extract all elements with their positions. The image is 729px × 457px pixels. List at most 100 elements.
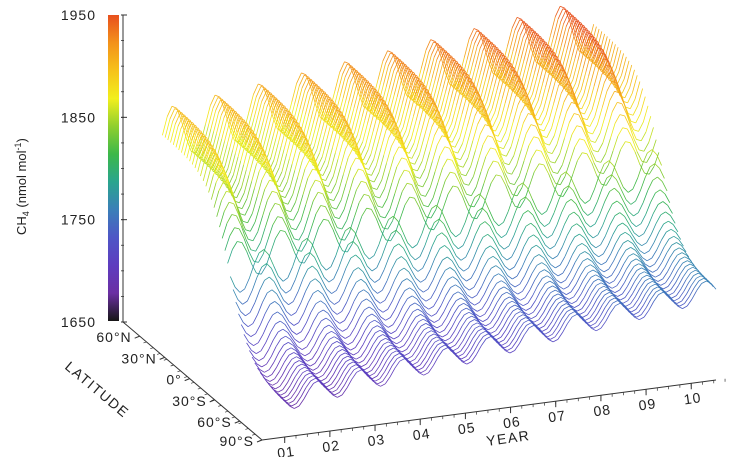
surface-line xyxy=(283,313,290,322)
surface-line xyxy=(416,233,423,245)
surface-line xyxy=(465,166,472,176)
surface-line xyxy=(338,209,345,219)
surface-line xyxy=(465,335,471,345)
surface-line xyxy=(586,322,592,329)
surface-line xyxy=(270,323,276,333)
surface-line xyxy=(533,319,539,323)
surface-line xyxy=(512,275,518,280)
surface-line xyxy=(565,15,572,27)
surface-line xyxy=(369,179,375,183)
surface-line xyxy=(470,307,476,315)
surface-line xyxy=(518,322,525,330)
surface-line xyxy=(599,273,605,281)
surface-line xyxy=(339,114,345,117)
surface-line xyxy=(477,308,483,312)
surface-line xyxy=(559,138,565,155)
surface-line xyxy=(293,393,299,402)
surface-line xyxy=(284,399,290,407)
surface-line xyxy=(588,57,594,77)
surface-line xyxy=(337,334,344,342)
surface-line xyxy=(425,91,431,95)
surface-line xyxy=(590,223,596,228)
surface-line xyxy=(636,139,642,142)
latitude-tick-label: 30°N xyxy=(121,350,156,366)
surface-line xyxy=(637,88,643,106)
surface-line xyxy=(303,74,310,78)
surface-line xyxy=(194,145,200,159)
surface-line xyxy=(286,311,292,316)
surface-line xyxy=(678,276,684,286)
surface-line xyxy=(526,322,532,326)
surface-line xyxy=(351,189,357,206)
surface-line xyxy=(580,317,587,324)
surface-line xyxy=(622,222,628,227)
surface-line xyxy=(391,166,398,183)
surface-line xyxy=(393,128,399,131)
surface-line xyxy=(421,332,427,341)
surface-line xyxy=(393,347,399,351)
surface-line xyxy=(336,199,342,210)
surface-line xyxy=(528,311,534,316)
surface-line xyxy=(297,241,303,253)
surface-line xyxy=(587,39,594,50)
surface-line xyxy=(645,115,652,133)
surface-line xyxy=(570,176,576,188)
surface-line xyxy=(549,280,555,285)
surface-line xyxy=(307,168,313,179)
surface-line xyxy=(304,252,310,257)
surface-line xyxy=(367,105,373,124)
surface-line xyxy=(564,161,571,177)
surface-line xyxy=(336,341,342,345)
surface-line xyxy=(562,149,568,165)
surface-line xyxy=(467,325,473,333)
surface-line xyxy=(650,223,657,235)
surface-line xyxy=(400,105,406,125)
surface-line xyxy=(377,205,383,208)
surface-line xyxy=(548,173,554,187)
surface-line xyxy=(260,313,266,325)
surface-line xyxy=(359,243,365,255)
latitude-minor-tick xyxy=(245,428,249,430)
surface-line xyxy=(308,320,315,332)
surface-line xyxy=(333,268,339,279)
surface-line xyxy=(237,134,243,148)
surface-line xyxy=(326,120,333,139)
surface-line xyxy=(289,170,296,188)
surface-line xyxy=(272,382,278,386)
surface-line xyxy=(638,149,645,152)
surface-line xyxy=(416,130,422,149)
surface-line xyxy=(595,274,601,278)
surface-line xyxy=(558,308,565,317)
surface-line xyxy=(223,202,230,212)
surface-line xyxy=(487,233,493,239)
surface-line xyxy=(460,297,466,302)
surface-line xyxy=(230,106,236,120)
surface-line xyxy=(497,162,504,173)
surface-line xyxy=(519,275,525,285)
surface-line xyxy=(478,74,484,94)
surface-line xyxy=(288,121,294,132)
surface-line xyxy=(434,106,441,124)
surface-line xyxy=(475,72,481,91)
surface-line xyxy=(686,298,693,307)
surface-line xyxy=(494,339,501,346)
surface-line xyxy=(485,147,491,157)
surface-line xyxy=(583,237,590,246)
surface-line xyxy=(490,265,497,269)
surface-line xyxy=(527,210,534,216)
surface-line xyxy=(560,69,566,72)
surface-line xyxy=(284,231,291,241)
surface-line xyxy=(491,222,497,234)
surface-line xyxy=(381,360,388,370)
surface-line xyxy=(526,247,532,257)
surface-line xyxy=(501,291,507,296)
surface-line xyxy=(462,294,469,302)
surface-line xyxy=(390,52,396,56)
surface-line xyxy=(372,325,378,329)
surface-line xyxy=(290,347,297,351)
surface-line xyxy=(489,86,495,106)
latitude-minor-tick xyxy=(136,335,140,338)
surface-line xyxy=(501,161,508,173)
surface-line xyxy=(582,32,588,44)
surface-line xyxy=(328,198,334,201)
